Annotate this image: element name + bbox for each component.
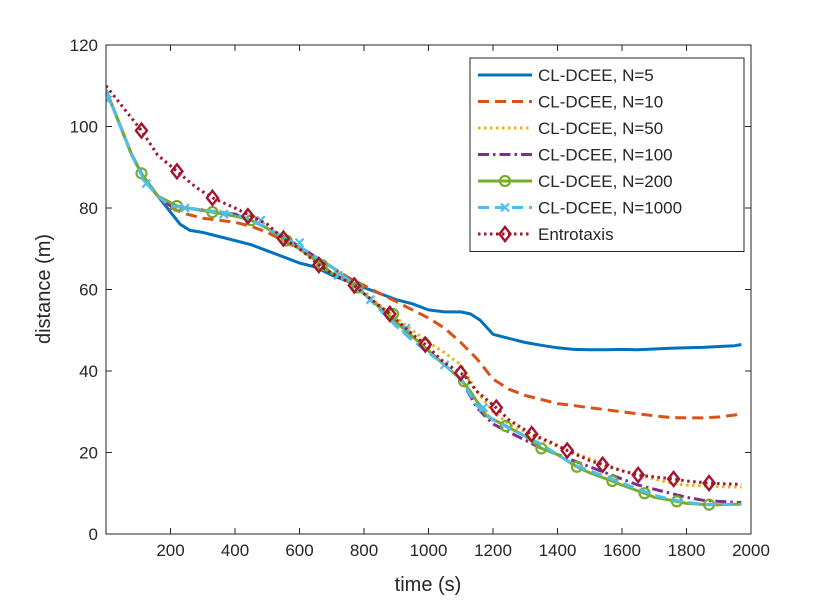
- x-tick-label: 800: [350, 541, 378, 560]
- legend-item: CL-DCEE, N=5: [478, 66, 654, 85]
- legend-item: CL-DCEE, N=200: [478, 172, 673, 191]
- x-axis-ticks: 200 400 600 800 1000 1200 1400 1600 1800 2000: [156, 45, 770, 560]
- series-marker: [218, 209, 229, 219]
- series-marker: [595, 455, 610, 474]
- legend-item: Entrotaxis: [478, 225, 614, 244]
- legend-label: CL-DCEE, N=50: [538, 119, 663, 138]
- x-tick-label: 1000: [410, 541, 448, 560]
- series-marker: [141, 178, 152, 189]
- series-marker: [631, 465, 646, 484]
- series-marker: [240, 207, 255, 226]
- x-tick-label: 2000: [732, 541, 770, 560]
- x-tick-label: 400: [221, 541, 249, 560]
- x-tick-label: 600: [285, 541, 313, 560]
- series-marker: [666, 470, 681, 488]
- series-marker: [524, 425, 539, 444]
- series-7: [106, 84, 742, 493]
- series-line: [106, 89, 742, 507]
- series-marker: [499, 419, 512, 433]
- series-marker: [294, 237, 305, 248]
- series-2: [106, 89, 742, 420]
- series-marker: [180, 203, 190, 213]
- series-marker: [418, 335, 433, 354]
- legend-marker: [497, 225, 513, 243]
- x-tick-label: 1200: [474, 541, 512, 560]
- legend-marker: [500, 202, 510, 213]
- series-marker: [702, 474, 717, 493]
- series-marker: [382, 305, 397, 323]
- legend-item: CL-DCEE, N=50: [478, 119, 663, 138]
- y-tick-label: 100: [70, 118, 98, 137]
- series-marker: [453, 364, 468, 382]
- series-marker: [135, 167, 148, 180]
- y-tick-label: 0: [89, 525, 98, 544]
- series-marker: [276, 229, 291, 248]
- y-tick-label: 80: [79, 199, 98, 218]
- legend-label: CL-DCEE, N=100: [538, 146, 673, 165]
- series-marker: [256, 215, 266, 226]
- series-marker: [347, 276, 362, 295]
- legend-label: CL-DCEE, N=200: [538, 172, 673, 191]
- series-marker: [311, 256, 326, 274]
- y-tick-label: 120: [70, 36, 98, 55]
- legend-marker: [498, 174, 512, 188]
- series-marker: [638, 487, 651, 500]
- series-marker: [169, 162, 184, 181]
- series-marker: [560, 441, 575, 460]
- series-4: [106, 89, 742, 505]
- series-marker: [106, 95, 113, 105]
- x-tick-label: 1800: [668, 541, 706, 560]
- series-marker: [478, 402, 489, 413]
- series-marker: [134, 121, 149, 140]
- legend-item: CL-DCEE, N=1000: [478, 199, 682, 218]
- x-tick-label: 1600: [603, 541, 641, 560]
- y-tick-label: 40: [79, 362, 98, 381]
- series-marker: [205, 188, 220, 207]
- series-line: [106, 84, 742, 486]
- series-line: [106, 89, 742, 505]
- y-axis-ticks: 0 20 40 60 80 100 120: [70, 36, 751, 544]
- series-1: [106, 89, 742, 352]
- series-line: [106, 89, 742, 352]
- y-tick-label: 60: [79, 281, 98, 300]
- series-line: [106, 89, 742, 420]
- legend-label: CL-DCEE, N=1000: [538, 199, 682, 218]
- y-tick-label: 20: [79, 444, 98, 463]
- series-layer: [106, 84, 742, 511]
- legend-item: CL-DCEE, N=100: [478, 146, 673, 165]
- legend-item: CL-DCEE, N=10: [478, 93, 663, 112]
- legend: CL-DCEE, N=5 CL-DCEE, N=10 CL-DCEE, N=50 CL…: [469, 57, 745, 252]
- x-tick-label: 200: [156, 541, 184, 560]
- legend-label: Entrotaxis: [538, 225, 614, 244]
- legend-label: CL-DCEE, N=5: [538, 66, 654, 85]
- series-marker: [489, 398, 504, 417]
- legend-label: CL-DCEE, N=10: [538, 93, 663, 112]
- y-axis-title: distance (m): [33, 234, 55, 344]
- x-tick-label: 1400: [539, 541, 577, 560]
- x-axis-title: time (s): [395, 574, 462, 596]
